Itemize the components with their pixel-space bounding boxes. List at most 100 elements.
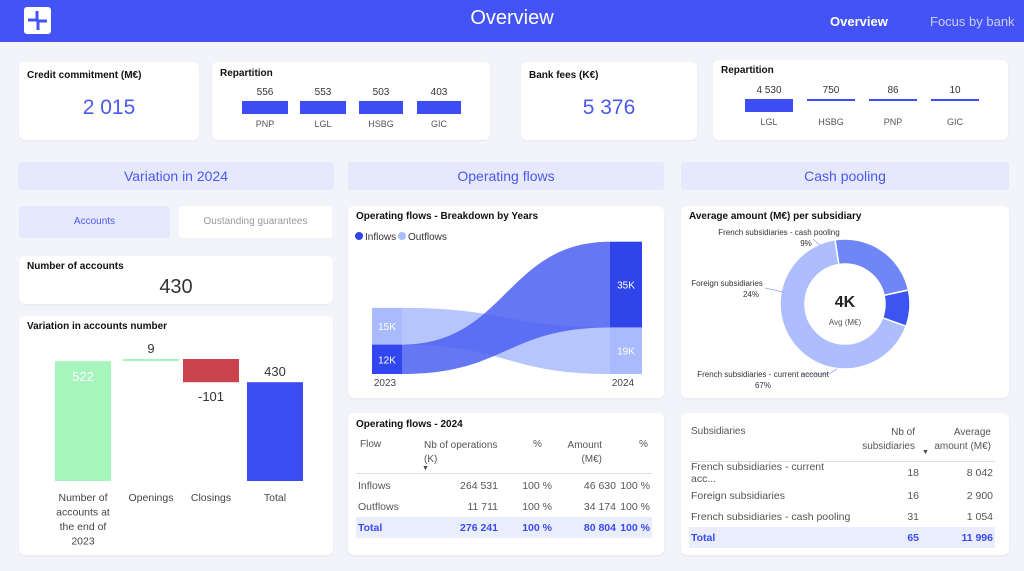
repartition-label: LGL <box>760 117 778 127</box>
flows-col-pct1[interactable]: % <box>533 439 542 450</box>
sort-down-icon: ▼ <box>922 449 929 456</box>
repartition-value: 403 <box>430 87 448 98</box>
page-title: Overview <box>470 7 554 29</box>
table-row[interactable]: French subsidiaries - current acc... 18 … <box>689 461 995 485</box>
table-row[interactable]: Inflows 264 531 100 % 46 630 100 % <box>356 475 652 496</box>
inflows-2024-bar <box>610 241 642 328</box>
table-cell: 11 996 <box>921 527 995 548</box>
waterfall-data-label: 9 <box>147 341 154 356</box>
ribbon-title: Operating flows - Breakdown by Years <box>356 211 539 222</box>
x-axis-label-2024: 2024 <box>612 378 635 389</box>
waterfall-bar <box>247 382 303 481</box>
waterfall-chart: 522 9 -101 430 Number of accounts at the end o… <box>55 341 303 548</box>
flows-header-divider <box>356 473 652 474</box>
donut-slice-percent: 67% <box>755 381 771 390</box>
inflows-2023-label: 12K <box>378 355 396 366</box>
table-cell: 100 % <box>620 500 650 513</box>
table-cell: French subsidiaries - cash pooling <box>691 510 851 523</box>
table-cell: 8 042 <box>966 467 993 479</box>
section-variation: Variation in 2024 <box>18 162 334 190</box>
table-cell: 11 711 <box>467 500 498 513</box>
subs-col-avg[interactable]: Average amount (M€) <box>934 427 991 452</box>
repartition-label: HSBG <box>818 117 844 127</box>
donut-card: Average amount (M€) per subsidiary 4K Avg… <box>681 206 1009 398</box>
donut-title: Average amount (M€) per subsidiary <box>689 211 862 222</box>
bank-fees-title: Bank fees (K€) <box>529 70 599 81</box>
tab-outstanding-guarantees[interactable]: Oustanding guarantees <box>179 206 332 238</box>
table-cell: 65 <box>853 527 921 548</box>
fees-repartition-card: Repartition 4 530 LGL 750 HSBG 86 PNP 10 GIC <box>713 60 1008 140</box>
waterfall-data-label: 522 <box>72 369 94 384</box>
total-row: Total 65 11 996 <box>689 527 995 548</box>
flows-col-amount[interactable]: Amount (M€) <box>567 440 602 465</box>
waterfall-category-label: Number of accounts at the end of 2023 <box>56 492 110 548</box>
table-row[interactable]: Foreign subsidiaries 16 2 900 <box>689 485 995 506</box>
credit-commitment-title: Credit commitment (M€) <box>27 70 142 81</box>
donut-slice <box>834 238 910 297</box>
repartition-bar <box>931 99 979 101</box>
table-cell: 100 % <box>522 500 552 513</box>
donut-slice-label: French subsidiaries - cash pooling <box>718 228 839 237</box>
repartition-label: PNP <box>255 119 275 129</box>
flows-col-ops[interactable]: Nb of operations (K) <box>424 440 498 465</box>
credit-commitment-card: Credit commitment (M€) 2 015 <box>19 62 199 140</box>
donut-slice-label: Foreign subsidiaries <box>691 279 763 288</box>
table-row[interactable]: Outflows 11 711 100 % 34 174 100 % <box>356 496 652 517</box>
subs-col-name[interactable]: Subsidiaries <box>691 426 746 437</box>
table-cell: Inflows <box>358 479 391 492</box>
legend-inflows-label: Inflows <box>365 232 396 243</box>
table-cell: 16 <box>907 489 919 502</box>
bank-fees-value: 5 376 <box>582 96 636 119</box>
repartition-bar <box>807 99 855 101</box>
legend-inflows-marker <box>355 232 363 240</box>
donut-slice-label: French subsidiaries - current account <box>697 370 829 379</box>
repartition-value: 86 <box>887 85 899 96</box>
nav-focus-by-bank[interactable]: Focus by bank <box>930 14 1015 29</box>
inflows-ribbon <box>402 241 610 374</box>
repartition-label: PNP <box>883 117 903 127</box>
flows-col-pct2[interactable]: % <box>639 439 648 450</box>
repartition-bar <box>745 99 793 112</box>
accounts-card: Number of accounts 430 <box>19 256 333 304</box>
ribbon-chart: Inflows Outflows 15K 12K 35K 19K 2023 2024 <box>355 232 642 389</box>
nav-overview[interactable]: Overview <box>830 14 888 29</box>
section-operating-flows: Operating flows <box>348 162 664 190</box>
subs-table-card: Subsidiaries Nb of subsidiaries Average … <box>681 413 1009 555</box>
waterfall-category-label: Closings <box>191 492 231 504</box>
repartition-value: 750 <box>822 85 840 96</box>
table-cell: Total <box>689 527 853 548</box>
top-bar <box>0 0 1024 42</box>
total-row: Total 276 241 100 % 80 804 100 % <box>356 517 652 538</box>
waterfall-category-label: Openings <box>129 492 174 504</box>
flows-col-flow[interactable]: Flow <box>360 439 382 450</box>
donut-leader-line <box>812 238 822 247</box>
table-cell: 100 % <box>500 517 554 538</box>
table-cell: Foreign subsidiaries <box>691 489 785 502</box>
repartition-bar <box>242 101 288 114</box>
fees-repartition-title: Repartition <box>721 65 774 76</box>
subs-table: French subsidiaries - current acc... 18 … <box>689 461 995 548</box>
waterfall-category-label: Total <box>264 492 286 504</box>
table-row[interactable]: French subsidiaries - cash pooling 31 1 … <box>689 506 995 527</box>
table-cell: 46 630 <box>583 479 616 492</box>
subs-col-count[interactable]: Nb of subsidiaries <box>862 427 915 452</box>
section-cash-pooling: Cash pooling <box>681 162 1009 190</box>
waterfall-data-label: 430 <box>264 364 286 379</box>
credit-repartition-title: Repartition <box>220 68 273 79</box>
table-cell: 34 174 <box>583 500 616 513</box>
repartition-value: 556 <box>256 87 274 98</box>
donut-slice <box>881 289 911 328</box>
donut-slice-percent: 9% <box>800 239 812 248</box>
tab-accounts[interactable]: Accounts <box>19 206 170 238</box>
table-cell: 100 % <box>618 517 652 538</box>
flows-table: Inflows 264 531 100 % 46 630 100 % Outfl… <box>356 475 652 538</box>
outflows-2024-bar <box>610 327 642 374</box>
donut-leader-line <box>801 368 838 375</box>
donut-leader-line <box>764 287 784 293</box>
table-cell: 264 531 <box>460 479 498 492</box>
repartition-value: 553 <box>314 87 332 98</box>
waterfall-card: Variation in accounts number 522 9 -101 430… <box>19 316 333 555</box>
repartition-bar <box>300 101 346 114</box>
repartition-value: 4 530 <box>756 85 782 96</box>
repartition-value: 503 <box>372 87 390 98</box>
